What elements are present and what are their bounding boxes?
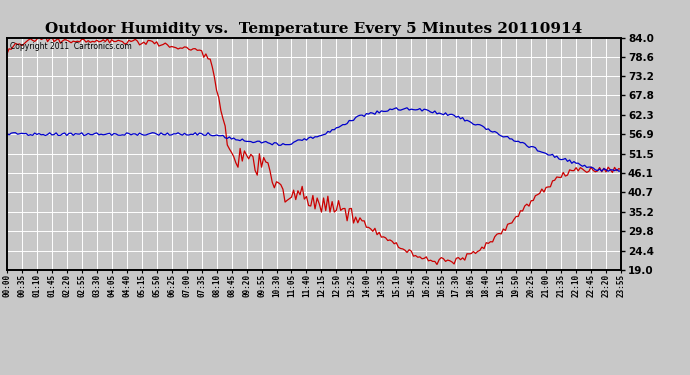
Title: Outdoor Humidity vs.  Temperature Every 5 Minutes 20110914: Outdoor Humidity vs. Temperature Every 5… (46, 22, 582, 36)
Text: Copyright 2011  Cartronics.com: Copyright 2011 Cartronics.com (10, 42, 132, 51)
